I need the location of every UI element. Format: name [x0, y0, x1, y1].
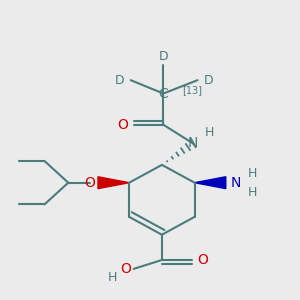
- Text: H: H: [108, 271, 118, 284]
- Polygon shape: [195, 177, 226, 189]
- Text: O: O: [117, 118, 128, 132]
- Text: C: C: [158, 86, 168, 100]
- Polygon shape: [98, 177, 129, 189]
- Text: D: D: [115, 74, 124, 87]
- Text: H: H: [248, 186, 257, 199]
- Text: O: O: [120, 262, 131, 276]
- Text: O: O: [197, 253, 208, 267]
- Text: [13]: [13]: [182, 85, 202, 96]
- Text: D: D: [204, 74, 214, 87]
- Text: H: H: [205, 126, 214, 139]
- Text: D: D: [159, 50, 168, 64]
- Text: N: N: [231, 176, 242, 190]
- Text: N: N: [188, 136, 198, 151]
- Text: H: H: [248, 167, 257, 180]
- Text: O: O: [85, 176, 95, 190]
